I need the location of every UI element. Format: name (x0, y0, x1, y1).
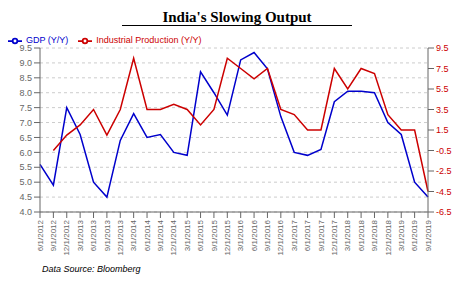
svg-text:9/1/2015: 9/1/2015 (210, 219, 219, 251)
svg-text:9.0: 9.0 (19, 58, 32, 68)
svg-text:6/1/2016: 6/1/2016 (250, 219, 259, 251)
svg-text:9/1/2019: 9/1/2019 (424, 219, 433, 251)
svg-text:6/1/2013: 6/1/2013 (89, 219, 98, 251)
svg-text:6/1/2015: 6/1/2015 (196, 219, 205, 251)
svg-text:6/1/2012: 6/1/2012 (36, 219, 45, 251)
svg-text:3/1/2014: 3/1/2014 (129, 219, 138, 251)
svg-text:12/1/2013: 12/1/2013 (116, 219, 125, 255)
svg-text:1.5: 1.5 (436, 125, 449, 135)
svg-text:9/1/2014: 9/1/2014 (156, 219, 165, 251)
svg-text:9/1/2012: 9/1/2012 (49, 219, 58, 251)
svg-text:6/1/2017: 6/1/2017 (303, 219, 312, 251)
svg-text:12/1/2014: 12/1/2014 (169, 219, 178, 255)
html-text:GDP (Y/Y): GDP (Y/Y) (26, 35, 69, 46)
svg-text:12/1/2015: 12/1/2015 (223, 219, 232, 255)
svg-text:9/1/2017: 9/1/2017 (317, 219, 326, 251)
svg-text:12/1/2018: 12/1/2018 (384, 219, 393, 255)
svg-text:9/1/2018: 9/1/2018 (370, 219, 379, 251)
svg-text:7.0: 7.0 (19, 118, 32, 128)
svg-text:7.5: 7.5 (436, 64, 449, 74)
svg-text:4.0: 4.0 (19, 207, 32, 217)
html-text:Industrial Production (Y/Y): Industrial Production (Y/Y) (96, 35, 202, 46)
svg-text:12/1/2017: 12/1/2017 (330, 219, 339, 255)
svg-text:9.5: 9.5 (19, 43, 32, 53)
svg-text:6.0: 6.0 (19, 148, 32, 158)
svg-text:12/1/2012: 12/1/2012 (62, 219, 71, 255)
svg-text:6/1/2019: 6/1/2019 (410, 219, 419, 251)
html-text:India's Slowing Output: India's Slowing Output (162, 9, 312, 25)
svg-text:9/1/2013: 9/1/2013 (103, 219, 112, 251)
svg-text:12/1/2016: 12/1/2016 (277, 219, 286, 255)
svg-text:-0.5: -0.5 (436, 146, 452, 156)
html-text:Data Source: Bloomberg: Data Source: Bloomberg (42, 264, 141, 274)
svg-text:5.5: 5.5 (19, 162, 32, 172)
svg-text:8.0: 8.0 (19, 88, 32, 98)
svg-text:8.5: 8.5 (19, 73, 32, 83)
svg-text:3.5: 3.5 (436, 105, 449, 115)
svg-text:-4.5: -4.5 (436, 187, 452, 197)
svg-text:5.0: 5.0 (19, 177, 32, 187)
svg-text:3/1/2013: 3/1/2013 (76, 219, 85, 251)
svg-text:6/1/2014: 6/1/2014 (143, 219, 152, 251)
svg-text:5.5: 5.5 (436, 84, 449, 94)
svg-text:3/1/2017: 3/1/2017 (290, 219, 299, 251)
svg-text:3/1/2018: 3/1/2018 (343, 219, 352, 251)
svg-text:3/1/2019: 3/1/2019 (397, 219, 406, 251)
svg-text:-6.5: -6.5 (436, 207, 452, 217)
svg-text:6/1/2018: 6/1/2018 (357, 219, 366, 251)
svg-text:9/1/2016: 9/1/2016 (263, 219, 272, 251)
svg-text:4.5: 4.5 (19, 192, 32, 202)
svg-text:-2.5: -2.5 (436, 166, 452, 176)
svg-text:7.5: 7.5 (19, 103, 32, 113)
svg-text:3/1/2016: 3/1/2016 (236, 219, 245, 251)
svg-text:9.5: 9.5 (436, 43, 449, 53)
svg-text:6.5: 6.5 (19, 133, 32, 143)
svg-text:3/1/2015: 3/1/2015 (183, 219, 192, 251)
